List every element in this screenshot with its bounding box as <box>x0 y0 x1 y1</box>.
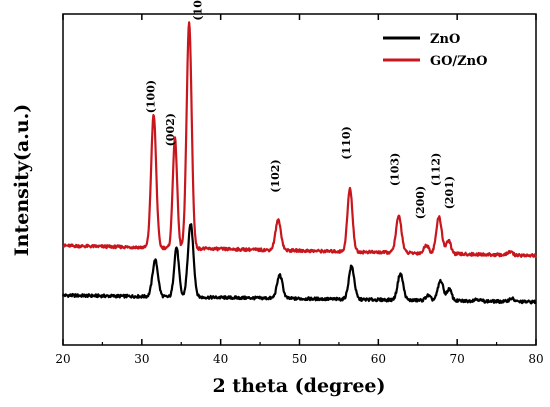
peak-label: (101) <box>192 0 205 21</box>
legend-label: ZnO <box>430 32 460 47</box>
series-line-go-zno <box>62 21 538 259</box>
x-tick-label: 30 <box>134 352 149 366</box>
x-tick-label: 80 <box>528 352 543 366</box>
x-tick-label: 70 <box>450 352 465 366</box>
peak-label: (200) <box>414 186 427 219</box>
series-line-zno <box>61 223 537 305</box>
x-axis-title: 2 theta (degree) <box>212 375 385 397</box>
y-axis-title: Intensity(a.u.) <box>11 104 33 256</box>
x-tick-label: 60 <box>371 352 386 366</box>
legend: ZnO GO/ZnO <box>383 32 487 69</box>
peak-label: (103) <box>389 153 402 186</box>
legend-label: GO/ZnO <box>430 54 487 69</box>
series-layer <box>61 21 538 305</box>
peak-label: (201) <box>443 176 456 209</box>
peak-label: (110) <box>340 126 353 159</box>
peak-label: (112) <box>430 153 443 186</box>
peak-labels-layer: (100) (002) (101) (102) (110) (103) (200)(112)… <box>144 0 456 219</box>
x-tick-label: 20 <box>55 352 70 366</box>
peak-label: (100) <box>144 80 157 113</box>
x-tick-label: 50 <box>292 352 307 366</box>
peak-label: (102) <box>269 159 282 192</box>
x-tick-label: 40 <box>213 352 228 366</box>
peak-label: (002) <box>164 113 177 146</box>
ticks-layer: 20 30 40 50 60 70 80 <box>55 14 544 366</box>
